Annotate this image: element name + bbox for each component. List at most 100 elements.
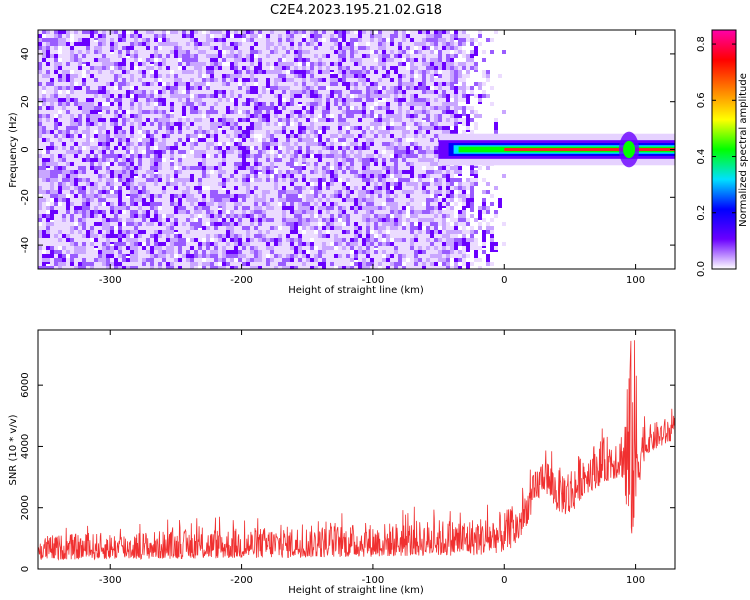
heatmap-cell bbox=[326, 202, 330, 206]
heatmap-cell bbox=[322, 50, 326, 54]
heatmap-cell bbox=[154, 250, 158, 254]
heatmap-cell bbox=[298, 30, 302, 34]
heatmap-cell bbox=[150, 110, 154, 114]
heatmap-cell bbox=[90, 58, 94, 62]
heatmap-cell bbox=[262, 258, 266, 262]
heatmap-cell bbox=[306, 138, 310, 142]
heatmap-cell bbox=[270, 162, 274, 166]
heatmap-cell bbox=[146, 258, 150, 262]
heatmap-cell bbox=[222, 102, 226, 106]
heatmap-cell bbox=[378, 154, 382, 158]
heatmap-cell bbox=[50, 110, 54, 114]
heatmap-cell bbox=[310, 66, 314, 70]
heatmap-cell bbox=[190, 166, 194, 170]
heatmap-cell bbox=[246, 66, 250, 70]
heatmap-cell bbox=[106, 166, 110, 170]
heatmap-cell bbox=[350, 210, 354, 214]
heatmap-cell bbox=[250, 254, 254, 258]
heatmap-cell bbox=[262, 238, 266, 242]
heatmap-cell bbox=[362, 126, 366, 130]
heatmap-cell bbox=[78, 142, 82, 146]
heatmap-cell bbox=[366, 202, 370, 206]
heatmap-cell bbox=[378, 218, 382, 222]
heatmap-cell bbox=[50, 226, 54, 230]
heatmap-cell bbox=[46, 170, 50, 174]
heatmap-cell bbox=[146, 226, 150, 230]
heatmap-cell bbox=[66, 70, 70, 74]
heatmap-cell bbox=[146, 90, 150, 94]
heatmap-cell bbox=[126, 230, 130, 234]
heatmap-cell bbox=[66, 82, 70, 86]
heatmap-cell bbox=[230, 38, 234, 42]
heatmap-cell bbox=[162, 90, 166, 94]
heatmap-cell bbox=[382, 82, 386, 86]
heatmap-cell bbox=[90, 50, 94, 54]
heatmap-cell bbox=[70, 206, 74, 210]
heatmap-cell bbox=[90, 130, 94, 134]
heatmap-cell bbox=[90, 86, 94, 90]
heatmap-cell bbox=[282, 94, 286, 98]
heatmap-cell bbox=[274, 218, 278, 222]
heatmap-cell bbox=[174, 118, 178, 122]
heatmap-cell bbox=[166, 158, 170, 162]
heatmap-cell bbox=[378, 214, 382, 218]
heatmap-cell bbox=[98, 70, 102, 74]
heatmap-cell bbox=[166, 118, 170, 122]
heatmap-cell bbox=[122, 42, 126, 46]
heatmap-cell bbox=[290, 190, 294, 194]
heatmap-cell bbox=[338, 110, 342, 114]
heatmap-cell bbox=[50, 50, 54, 54]
heatmap-cell bbox=[154, 230, 158, 234]
heatmap-cell bbox=[210, 246, 214, 250]
heatmap-cell bbox=[342, 194, 346, 198]
heatmap-cell bbox=[142, 194, 146, 198]
heatmap-cell bbox=[106, 34, 110, 38]
heatmap-cell bbox=[350, 62, 354, 66]
heatmap-cell bbox=[98, 146, 102, 150]
heatmap-cell bbox=[298, 210, 302, 214]
heatmap-cell bbox=[206, 58, 210, 62]
heatmap-cell bbox=[146, 102, 150, 106]
heatmap-cell bbox=[178, 262, 182, 266]
heatmap-cell bbox=[94, 258, 98, 262]
heatmap-cell bbox=[306, 54, 310, 58]
heatmap-cell bbox=[130, 166, 134, 170]
heatmap-cell bbox=[350, 82, 354, 86]
heatmap-cell bbox=[42, 206, 46, 210]
heatmap-cell bbox=[190, 154, 194, 158]
heatmap-cell bbox=[182, 234, 186, 238]
heatmap-cell bbox=[354, 82, 358, 86]
heatmap-cell bbox=[94, 70, 98, 74]
heatmap-cell bbox=[62, 58, 66, 62]
heatmap-cell bbox=[102, 246, 106, 250]
heatmap-cell bbox=[362, 42, 366, 46]
heatmap-cell bbox=[170, 62, 174, 66]
heatmap-cell bbox=[46, 174, 50, 178]
heatmap-cell bbox=[194, 142, 198, 146]
heatmap-cell bbox=[314, 46, 318, 50]
heatmap-cell bbox=[186, 74, 190, 78]
heatmap-cell bbox=[110, 158, 114, 162]
heatmap-cell bbox=[138, 178, 142, 182]
heatmap-cell bbox=[282, 218, 286, 222]
heatmap-cell bbox=[74, 58, 78, 62]
heatmap-cell bbox=[186, 34, 190, 38]
heatmap-cell bbox=[366, 214, 370, 218]
figure-title: C2E4.2023.195.21.02.G18 bbox=[270, 3, 442, 18]
heatmap-cell bbox=[310, 198, 314, 202]
heatmap-cell bbox=[210, 262, 214, 266]
heatmap-cell bbox=[250, 30, 254, 34]
heatmap-cell bbox=[146, 166, 150, 170]
heatmap-cell bbox=[222, 246, 226, 250]
heatmap-cell bbox=[90, 78, 94, 82]
heatmap-cell bbox=[230, 122, 234, 126]
heatmap-cell bbox=[38, 98, 42, 102]
heatmap-cell bbox=[250, 246, 254, 250]
heatmap-cell bbox=[226, 102, 230, 106]
heatmap-cell bbox=[310, 114, 314, 118]
heatmap-cell bbox=[254, 138, 258, 142]
heatmap-cell bbox=[370, 250, 374, 254]
heatmap-cell bbox=[346, 78, 350, 82]
heatmap-cell bbox=[166, 122, 170, 126]
heatmap-cell bbox=[266, 50, 270, 54]
